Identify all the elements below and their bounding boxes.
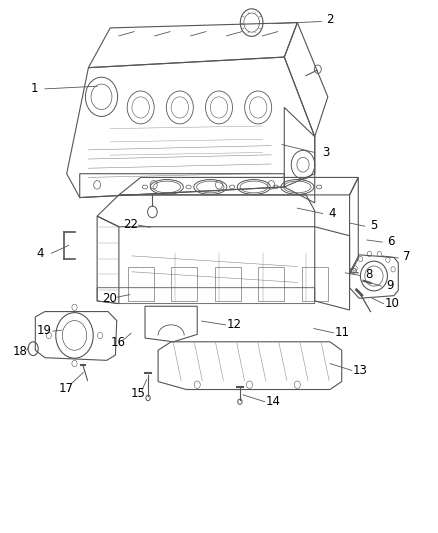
Text: 18: 18: [12, 345, 27, 358]
Text: 12: 12: [227, 318, 242, 332]
Text: 9: 9: [386, 279, 394, 292]
Text: 17: 17: [58, 382, 73, 395]
Text: 1: 1: [30, 83, 38, 95]
Text: 14: 14: [266, 395, 281, 408]
Text: 6: 6: [387, 235, 395, 247]
Text: 19: 19: [36, 324, 52, 337]
Text: 8: 8: [365, 269, 373, 281]
Text: 15: 15: [131, 387, 146, 400]
Text: 11: 11: [335, 326, 350, 340]
Text: 10: 10: [385, 297, 399, 310]
Text: 4: 4: [328, 207, 336, 220]
Text: 7: 7: [403, 251, 411, 263]
Text: 22: 22: [124, 217, 138, 231]
Text: 20: 20: [102, 292, 117, 305]
Text: 16: 16: [110, 336, 126, 349]
Text: 5: 5: [370, 219, 377, 232]
Text: 2: 2: [326, 13, 334, 27]
Text: 4: 4: [37, 247, 44, 260]
Text: 3: 3: [322, 146, 329, 159]
Text: 13: 13: [353, 364, 368, 377]
